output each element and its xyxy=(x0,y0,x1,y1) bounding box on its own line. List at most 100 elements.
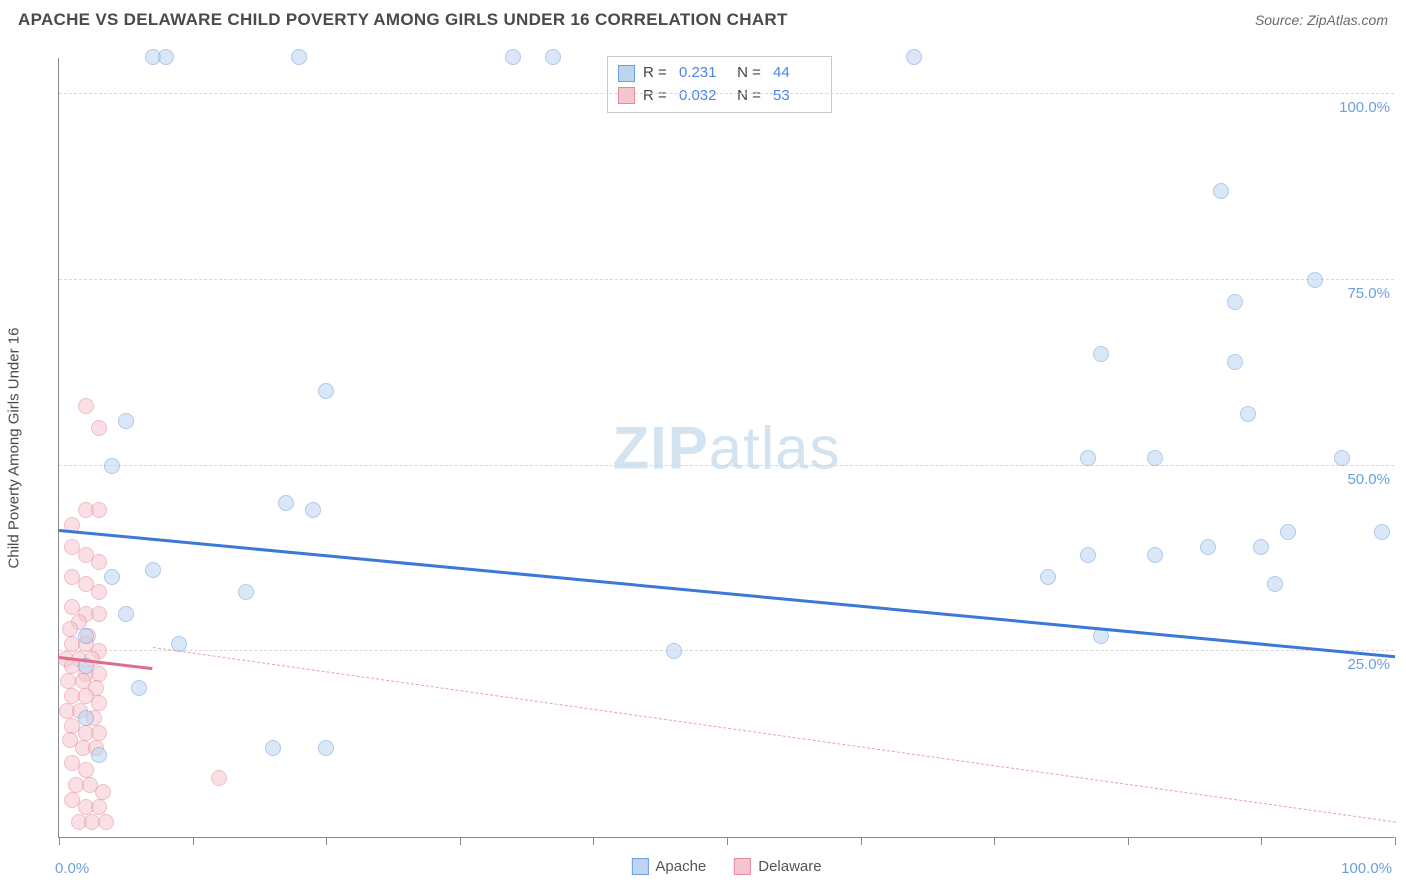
data-point xyxy=(238,584,254,600)
legend-label: Delaware xyxy=(758,858,821,875)
data-point xyxy=(1040,569,1056,585)
stat-n-label: N = xyxy=(733,85,765,108)
data-point xyxy=(131,680,147,696)
x-tick xyxy=(1395,837,1396,845)
data-point xyxy=(1080,450,1096,466)
data-point xyxy=(91,695,107,711)
data-point xyxy=(906,49,922,65)
x-tick xyxy=(994,837,995,845)
stats-legend: R = 0.231 N = 44R = 0.032 N = 53 xyxy=(607,56,832,113)
gridline-horizontal xyxy=(59,465,1394,466)
data-point xyxy=(1374,524,1390,540)
data-point xyxy=(91,554,107,570)
stat-n-label: N = xyxy=(733,62,765,85)
data-point xyxy=(278,495,294,511)
stat-n-value: 44 xyxy=(773,62,819,85)
gridline-horizontal xyxy=(59,279,1394,280)
data-point xyxy=(145,562,161,578)
plot-area: ZIPatlas R = 0.231 N = 44R = 0.032 N = 5… xyxy=(58,58,1394,838)
stat-r-value: 0.032 xyxy=(679,85,725,108)
data-point xyxy=(1227,294,1243,310)
x-tick xyxy=(326,837,327,845)
stat-r-label: R = xyxy=(643,62,671,85)
data-point xyxy=(91,747,107,763)
data-point xyxy=(318,740,334,756)
data-point xyxy=(98,814,114,830)
x-tick xyxy=(727,837,728,845)
regression-line xyxy=(152,647,1395,823)
data-point xyxy=(1213,183,1229,199)
x-axis-left-label: 0.0% xyxy=(55,860,89,877)
series-legend: Apache Delaware xyxy=(631,858,821,875)
y-tick-label: 50.0% xyxy=(1347,471,1390,488)
chart-container: Child Poverty Among Girls Under 16 ZIPat… xyxy=(46,58,1396,838)
data-point xyxy=(118,606,134,622)
data-point xyxy=(91,502,107,518)
data-point xyxy=(1200,539,1216,555)
data-point xyxy=(78,398,94,414)
data-point xyxy=(545,49,561,65)
data-point xyxy=(505,49,521,65)
data-point xyxy=(1280,524,1296,540)
data-point xyxy=(91,606,107,622)
watermark-suffix: atlas xyxy=(709,414,841,481)
data-point xyxy=(1240,406,1256,422)
y-tick-label: 100.0% xyxy=(1339,99,1390,116)
stat-r-value: 0.231 xyxy=(679,62,725,85)
legend-swatch xyxy=(618,87,635,104)
data-point xyxy=(62,621,78,637)
data-point xyxy=(91,799,107,815)
data-point xyxy=(60,673,76,689)
data-point xyxy=(1147,547,1163,563)
data-point xyxy=(1093,346,1109,362)
data-point xyxy=(91,420,107,436)
data-point xyxy=(78,710,94,726)
x-tick xyxy=(593,837,594,845)
data-point xyxy=(91,584,107,600)
stat-legend-row: R = 0.231 N = 44 xyxy=(618,62,819,85)
chart-header: APACHE VS DELAWARE CHILD POVERTY AMONG G… xyxy=(0,0,1406,36)
legend-label: Apache xyxy=(655,858,706,875)
data-point xyxy=(1227,354,1243,370)
x-tick xyxy=(59,837,60,845)
watermark: ZIPatlas xyxy=(612,413,840,482)
gridline-horizontal xyxy=(59,650,1394,651)
x-tick xyxy=(1261,837,1262,845)
y-tick-label: 75.0% xyxy=(1347,285,1390,302)
x-tick xyxy=(861,837,862,845)
data-point xyxy=(211,770,227,786)
stat-r-label: R = xyxy=(643,85,671,108)
data-point xyxy=(1147,450,1163,466)
data-point xyxy=(1080,547,1096,563)
gridline-horizontal xyxy=(59,93,1394,94)
chart-source: Source: ZipAtlas.com xyxy=(1255,12,1388,28)
legend-item: Apache xyxy=(631,858,706,875)
watermark-prefix: ZIP xyxy=(612,414,708,481)
stat-n-value: 53 xyxy=(773,85,819,108)
legend-swatch xyxy=(734,858,751,875)
data-point xyxy=(305,502,321,518)
x-axis-right-label: 100.0% xyxy=(1341,860,1392,877)
data-point xyxy=(1334,450,1350,466)
regression-line xyxy=(59,529,1395,658)
x-tick xyxy=(193,837,194,845)
legend-item: Delaware xyxy=(734,858,821,875)
data-point xyxy=(104,569,120,585)
data-point xyxy=(1307,272,1323,288)
data-point xyxy=(78,762,94,778)
data-point xyxy=(104,458,120,474)
data-point xyxy=(91,725,107,741)
data-point xyxy=(666,643,682,659)
data-point xyxy=(318,383,334,399)
data-point xyxy=(78,628,94,644)
data-point xyxy=(291,49,307,65)
data-point xyxy=(1267,576,1283,592)
data-point xyxy=(1253,539,1269,555)
y-axis-label: Child Poverty Among Girls Under 16 xyxy=(6,328,23,569)
legend-swatch xyxy=(618,65,635,82)
x-tick xyxy=(460,837,461,845)
stat-legend-row: R = 0.032 N = 53 xyxy=(618,85,819,108)
x-tick xyxy=(1128,837,1129,845)
data-point xyxy=(118,413,134,429)
data-point xyxy=(265,740,281,756)
